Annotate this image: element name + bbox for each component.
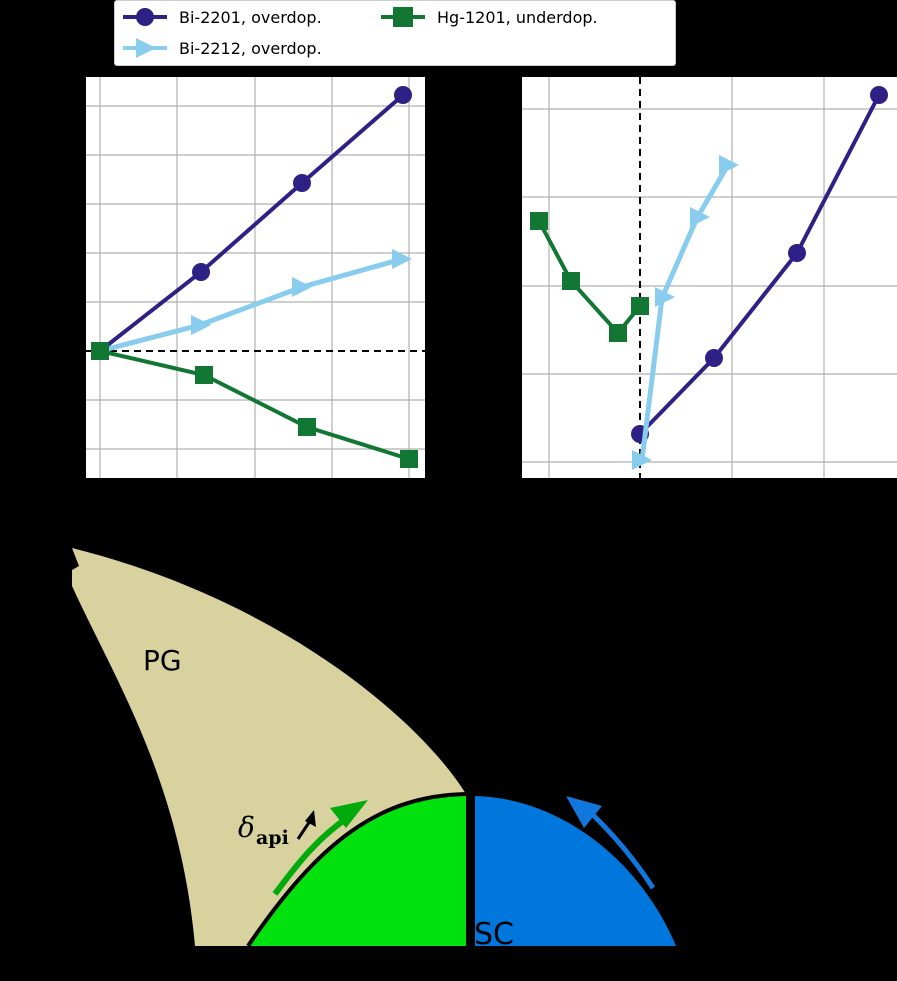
- right-chart-panel: [522, 77, 897, 478]
- sc-dome-boundary: [246, 792, 467, 948]
- series-bi2212: [632, 155, 739, 470]
- pg-label: PG: [143, 644, 182, 677]
- legend-label: Bi-2212, overdop.: [179, 38, 322, 58]
- delta-subscript: api: [256, 827, 289, 849]
- square-marker-icon: [381, 7, 425, 27]
- series-bi2201: [631, 86, 888, 443]
- sc-label: SC: [474, 917, 514, 952]
- green-arrow-head-icon: [330, 800, 368, 828]
- grid: [522, 77, 897, 478]
- triangle-right-marker-icon: [123, 38, 167, 58]
- series-hg1201: [530, 212, 649, 342]
- common-origin-marker: [91, 342, 109, 360]
- sc-dome-overdoped: [475, 796, 676, 946]
- series-bi2201: [98, 86, 412, 353]
- legend-label: Bi-2201, overdop.: [179, 7, 322, 27]
- dome-divider: [466, 794, 474, 946]
- legend: Bi-2201, overdop. Hg-1201, underdop. Bi-…: [114, 0, 676, 66]
- circle-marker-icon: [123, 8, 167, 26]
- legend-item-bi2212: Bi-2212, overdop.: [123, 38, 322, 58]
- blue-arrow-head-icon: [566, 796, 602, 828]
- pg-region: [72, 548, 466, 946]
- series-bi2212: [99, 249, 412, 354]
- phase-diagram: PG SC δ api: [72, 548, 676, 952]
- delta-label: δ: [238, 811, 255, 844]
- left-chart-panel: [86, 77, 425, 478]
- sc-dome-underdoped: [248, 794, 466, 946]
- delta-arrow-head-icon: [305, 810, 316, 827]
- legend-label: Hg-1201, underdop.: [437, 7, 598, 27]
- legend-item-hg1201: Hg-1201, underdop.: [381, 7, 598, 27]
- blue-arrow-shaft: [588, 810, 656, 890]
- legend-item-bi2201: Bi-2201, overdop.: [123, 7, 322, 27]
- green-arrow-shaft: [272, 813, 352, 896]
